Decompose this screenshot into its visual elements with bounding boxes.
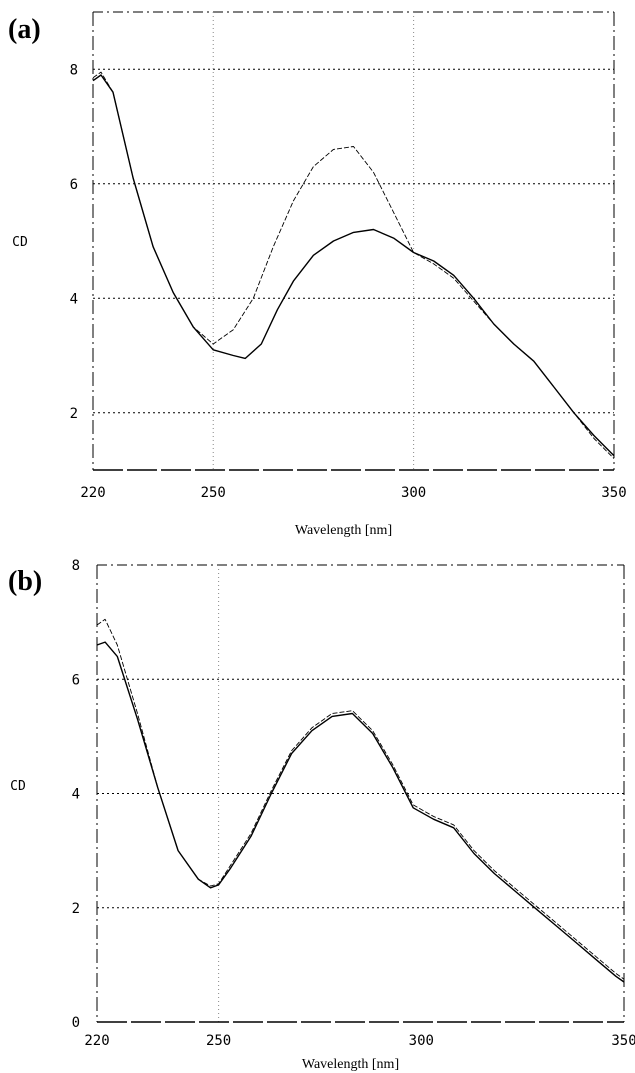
y-tick-label: 6 <box>70 177 78 193</box>
panel-label: (a) <box>8 14 41 45</box>
y-tick-label: 8 <box>72 558 80 574</box>
x-tick-label: 350 <box>601 485 626 501</box>
x-tick-label: 220 <box>80 485 105 501</box>
chart-panel-a: (a) 2 4 6 8 220 250 300 350 Wavelength [nm] CD <box>8 11 627 538</box>
y-tick-label: 0 <box>72 1015 80 1031</box>
x-tick-label: 220 <box>84 1033 109 1049</box>
x-tick-label: 350 <box>611 1033 635 1049</box>
x-axis-title: Wavelength [nm] <box>295 523 392 538</box>
y-tick-label: 2 <box>72 901 80 917</box>
series-line-1 <box>92 74 615 457</box>
y-tick-label: 4 <box>72 787 80 803</box>
series-line-2 <box>96 618 625 980</box>
x-tick-label: 300 <box>401 485 426 501</box>
x-tick-label: 250 <box>206 1033 231 1049</box>
y-tick-label: 8 <box>70 62 78 78</box>
series-line-2 <box>92 71 615 459</box>
chart-panel-b: (b) 0 2 4 6 8 220 250 300 350 Wavelength [nm] CD <box>8 558 635 1072</box>
x-tick-label: 300 <box>409 1033 434 1049</box>
y-tick-label: 4 <box>70 291 78 307</box>
y-axis-title: CD <box>12 235 28 250</box>
y-axis-title: CD <box>10 779 26 794</box>
panel-label: (b) <box>8 566 42 597</box>
y-tick-label: 2 <box>70 406 78 422</box>
x-axis-title: Wavelength [nm] <box>302 1057 399 1072</box>
series-line-1 <box>96 641 625 983</box>
y-tick-label: 6 <box>72 672 80 688</box>
x-tick-label: 250 <box>201 485 226 501</box>
